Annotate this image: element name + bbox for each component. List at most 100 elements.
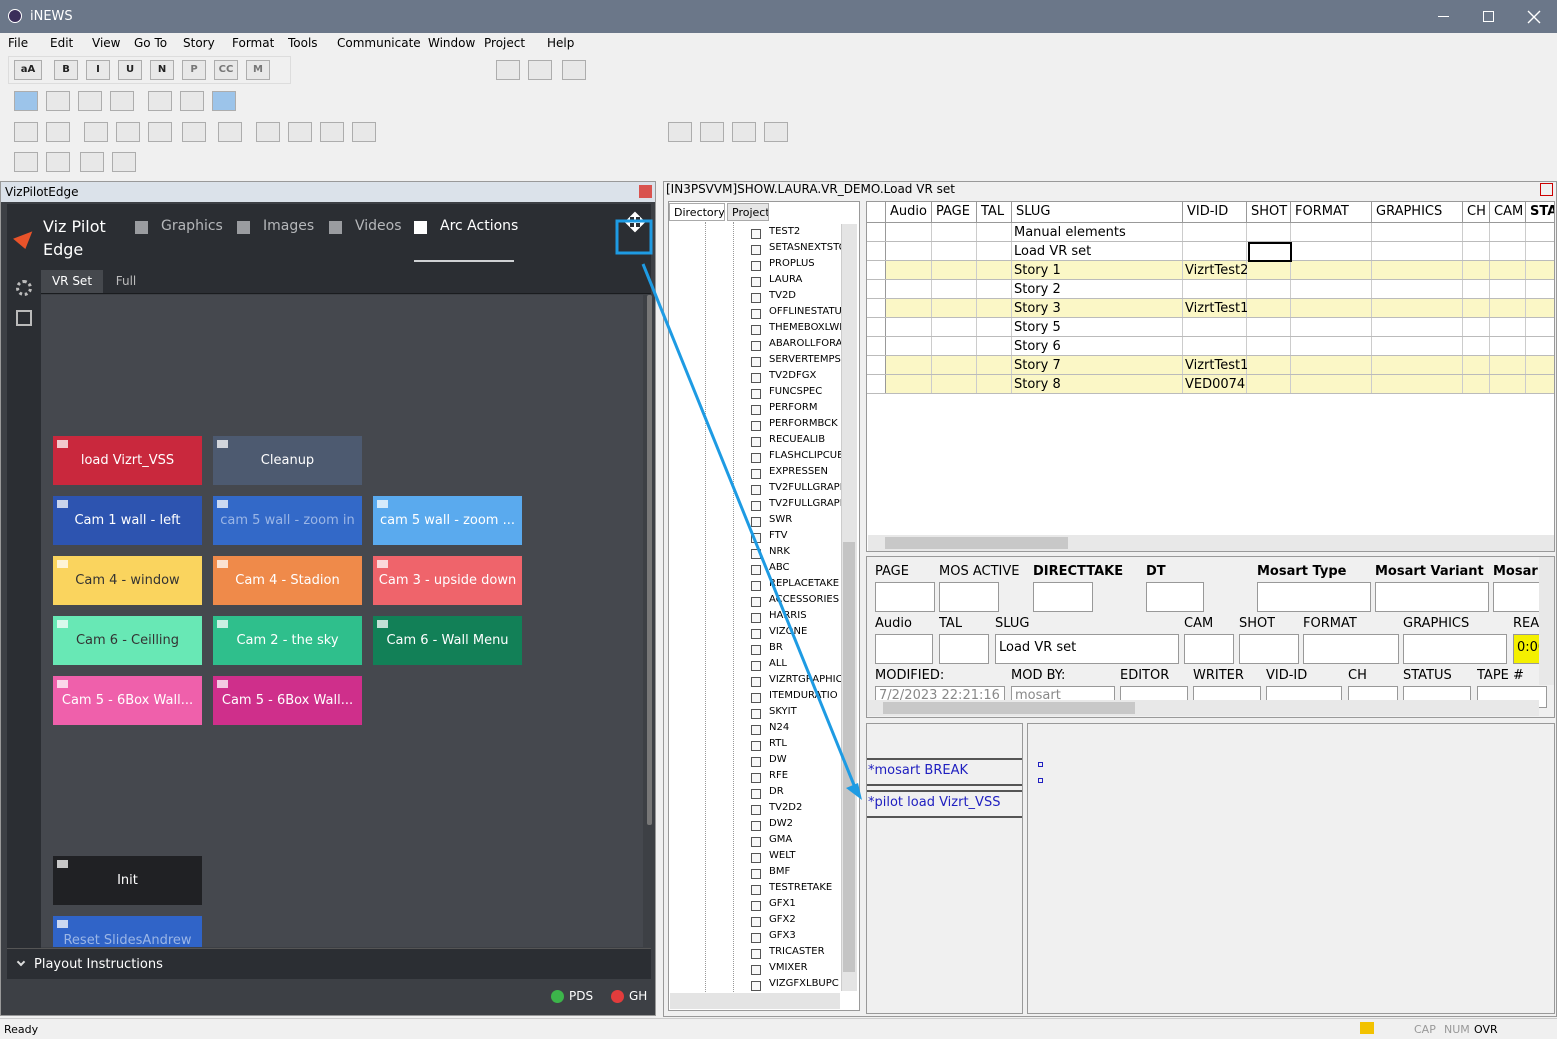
- menu-item[interactable]: Help: [547, 36, 575, 50]
- menu-item[interactable]: Project: [484, 36, 526, 50]
- field-box[interactable]: [1257, 582, 1371, 612]
- column-header[interactable]: SLUG: [1012, 202, 1183, 223]
- layout-button[interactable]: [148, 91, 172, 111]
- directory-item[interactable]: REPLACETAKE: [769, 578, 840, 589]
- edit-button[interactable]: [528, 60, 552, 80]
- directory-item[interactable]: HARRIS: [769, 610, 807, 621]
- column-header[interactable]: PAGE: [932, 202, 977, 223]
- queue-button[interactable]: [112, 152, 136, 172]
- tool-button[interactable]: [84, 122, 108, 142]
- directory-item[interactable]: GFX1: [769, 898, 796, 909]
- field-box[interactable]: Load VR set: [995, 634, 1179, 664]
- directory-item[interactable]: EXPRESSEN: [769, 466, 828, 477]
- format-button[interactable]: M: [246, 60, 270, 80]
- nav-button[interactable]: [764, 122, 788, 142]
- directory-item[interactable]: SETASNEXTSTC: [769, 242, 841, 253]
- directory-item[interactable]: WELT: [769, 850, 796, 861]
- directory-item[interactable]: ACCESSORIES: [769, 594, 840, 605]
- menu-item[interactable]: File: [8, 36, 29, 50]
- directory-item[interactable]: N24: [769, 722, 790, 733]
- directory-item[interactable]: BMF: [769, 866, 791, 877]
- format-button[interactable]: B: [54, 60, 78, 80]
- layout-button[interactable]: [180, 91, 204, 111]
- grid-row[interactable]: Story 7 VizrtTest1: [867, 356, 1554, 375]
- column-header[interactable]: FORMAT: [1291, 202, 1372, 223]
- directory-item[interactable]: TRICASTER: [769, 946, 825, 957]
- directory-item[interactable]: BR: [769, 642, 783, 653]
- directory-item[interactable]: FLASHCLIPCUE: [769, 450, 841, 461]
- tool-button[interactable]: [182, 122, 206, 142]
- tool-button[interactable]: [14, 122, 38, 142]
- field-box[interactable]: [1146, 582, 1204, 612]
- menu-item[interactable]: Story: [183, 36, 215, 50]
- instruction-line[interactable]: *pilot load Vizrt_VSS: [867, 790, 1022, 818]
- directory-item[interactable]: SWR: [769, 514, 793, 525]
- directory-item[interactable]: ALL: [769, 658, 787, 669]
- action-button[interactable]: Cam 6 - Wall Menu: [373, 616, 522, 665]
- action-button[interactable]: Reset SlidesAndrew: [53, 916, 202, 947]
- format-button[interactable]: I: [86, 60, 110, 80]
- directory-item[interactable]: RFE: [769, 770, 789, 781]
- playout-label[interactable]: Playout Instructions: [34, 957, 163, 972]
- directory-item[interactable]: SERVERTEMPS: [769, 354, 841, 365]
- frame-icon[interactable]: [16, 310, 32, 326]
- layout-button[interactable]: [212, 91, 236, 111]
- grid-row[interactable]: Manual elements: [867, 223, 1554, 242]
- directory-item[interactable]: TV2D2: [769, 802, 803, 813]
- directory-item[interactable]: PROPLUS: [769, 258, 815, 269]
- tab[interactable]: Graphics: [161, 218, 223, 234]
- directory-item[interactable]: TEST2: [769, 226, 801, 237]
- column-header[interactable]: SHOT: [1247, 202, 1291, 223]
- directory-item[interactable]: LAURA: [769, 274, 803, 285]
- layout-button[interactable]: [46, 91, 70, 111]
- nav-button[interactable]: [668, 122, 692, 142]
- directory-item[interactable]: RTL: [769, 738, 787, 749]
- format-button[interactable]: P: [182, 60, 206, 80]
- menu-item[interactable]: Tools: [288, 36, 318, 50]
- tool-button[interactable]: [116, 122, 140, 142]
- subtab[interactable]: VR Set: [41, 270, 103, 293]
- directory-item[interactable]: OFFLINESTATU: [769, 306, 841, 317]
- grid-row[interactable]: Story 6: [867, 337, 1554, 356]
- directory-item[interactable]: TV2FULLGRAPH: [769, 498, 841, 509]
- maximize[interactable]: [1483, 11, 1494, 22]
- action-button[interactable]: cam 5 wall - zoom in: [213, 496, 362, 545]
- dir-tab[interactable]: Directory: [669, 203, 725, 221]
- grid-row[interactable]: Story 3 VizrtTest1: [867, 299, 1554, 318]
- tool-button[interactable]: [218, 122, 242, 142]
- field-box[interactable]: [1239, 634, 1299, 664]
- directory-item[interactable]: TV2DFGX: [769, 370, 817, 381]
- directory-item[interactable]: VIZRTGRAPHIC: [769, 674, 841, 685]
- tool-button[interactable]: [148, 122, 172, 142]
- action-button[interactable]: Cam 1 wall - left: [53, 496, 202, 545]
- directory-item[interactable]: GMA: [769, 834, 793, 845]
- tool-button[interactable]: [320, 122, 344, 142]
- field-box[interactable]: [1184, 634, 1234, 664]
- grid-row[interactable]: Story 5: [867, 318, 1554, 337]
- format-button[interactable]: U: [118, 60, 142, 80]
- action-button[interactable]: Cam 2 - the sky: [213, 616, 362, 665]
- directory-item[interactable]: TV2FULLGRAPH: [769, 482, 841, 493]
- menu-item[interactable]: Window: [428, 36, 476, 50]
- column-header[interactable]: VID-ID: [1183, 202, 1247, 223]
- menu-item[interactable]: Format: [232, 36, 275, 50]
- rundown-close[interactable]: [1540, 183, 1553, 196]
- action-button[interactable]: Cam 4 - window: [53, 556, 202, 605]
- menu-item[interactable]: Go To: [134, 36, 168, 50]
- grid-row[interactable]: Load VR set: [867, 242, 1554, 261]
- nav-button[interactable]: [700, 122, 724, 142]
- field-box[interactable]: [875, 582, 935, 612]
- directory-item[interactable]: ABC: [769, 562, 790, 573]
- queue-button[interactable]: [14, 152, 38, 172]
- action-button[interactable]: cam 5 wall - zoom ...: [373, 496, 522, 545]
- directory-item[interactable]: VIZGFXLBUPC: [769, 978, 839, 989]
- layout-button[interactable]: [110, 91, 134, 111]
- directory-item[interactable]: ITEMDURATIO: [769, 690, 838, 701]
- action-button[interactable]: Init: [53, 856, 202, 905]
- action-button[interactable]: Cam 5 - 6Box Wall...: [213, 676, 362, 725]
- action-button[interactable]: Cam 4 - Stadion: [213, 556, 362, 605]
- grid-row[interactable]: Story 1 VizrtTest2: [867, 261, 1554, 280]
- tab[interactable]: Arc Actions: [440, 218, 519, 234]
- layout-button[interactable]: [78, 91, 102, 111]
- directory-item[interactable]: DW: [769, 754, 787, 765]
